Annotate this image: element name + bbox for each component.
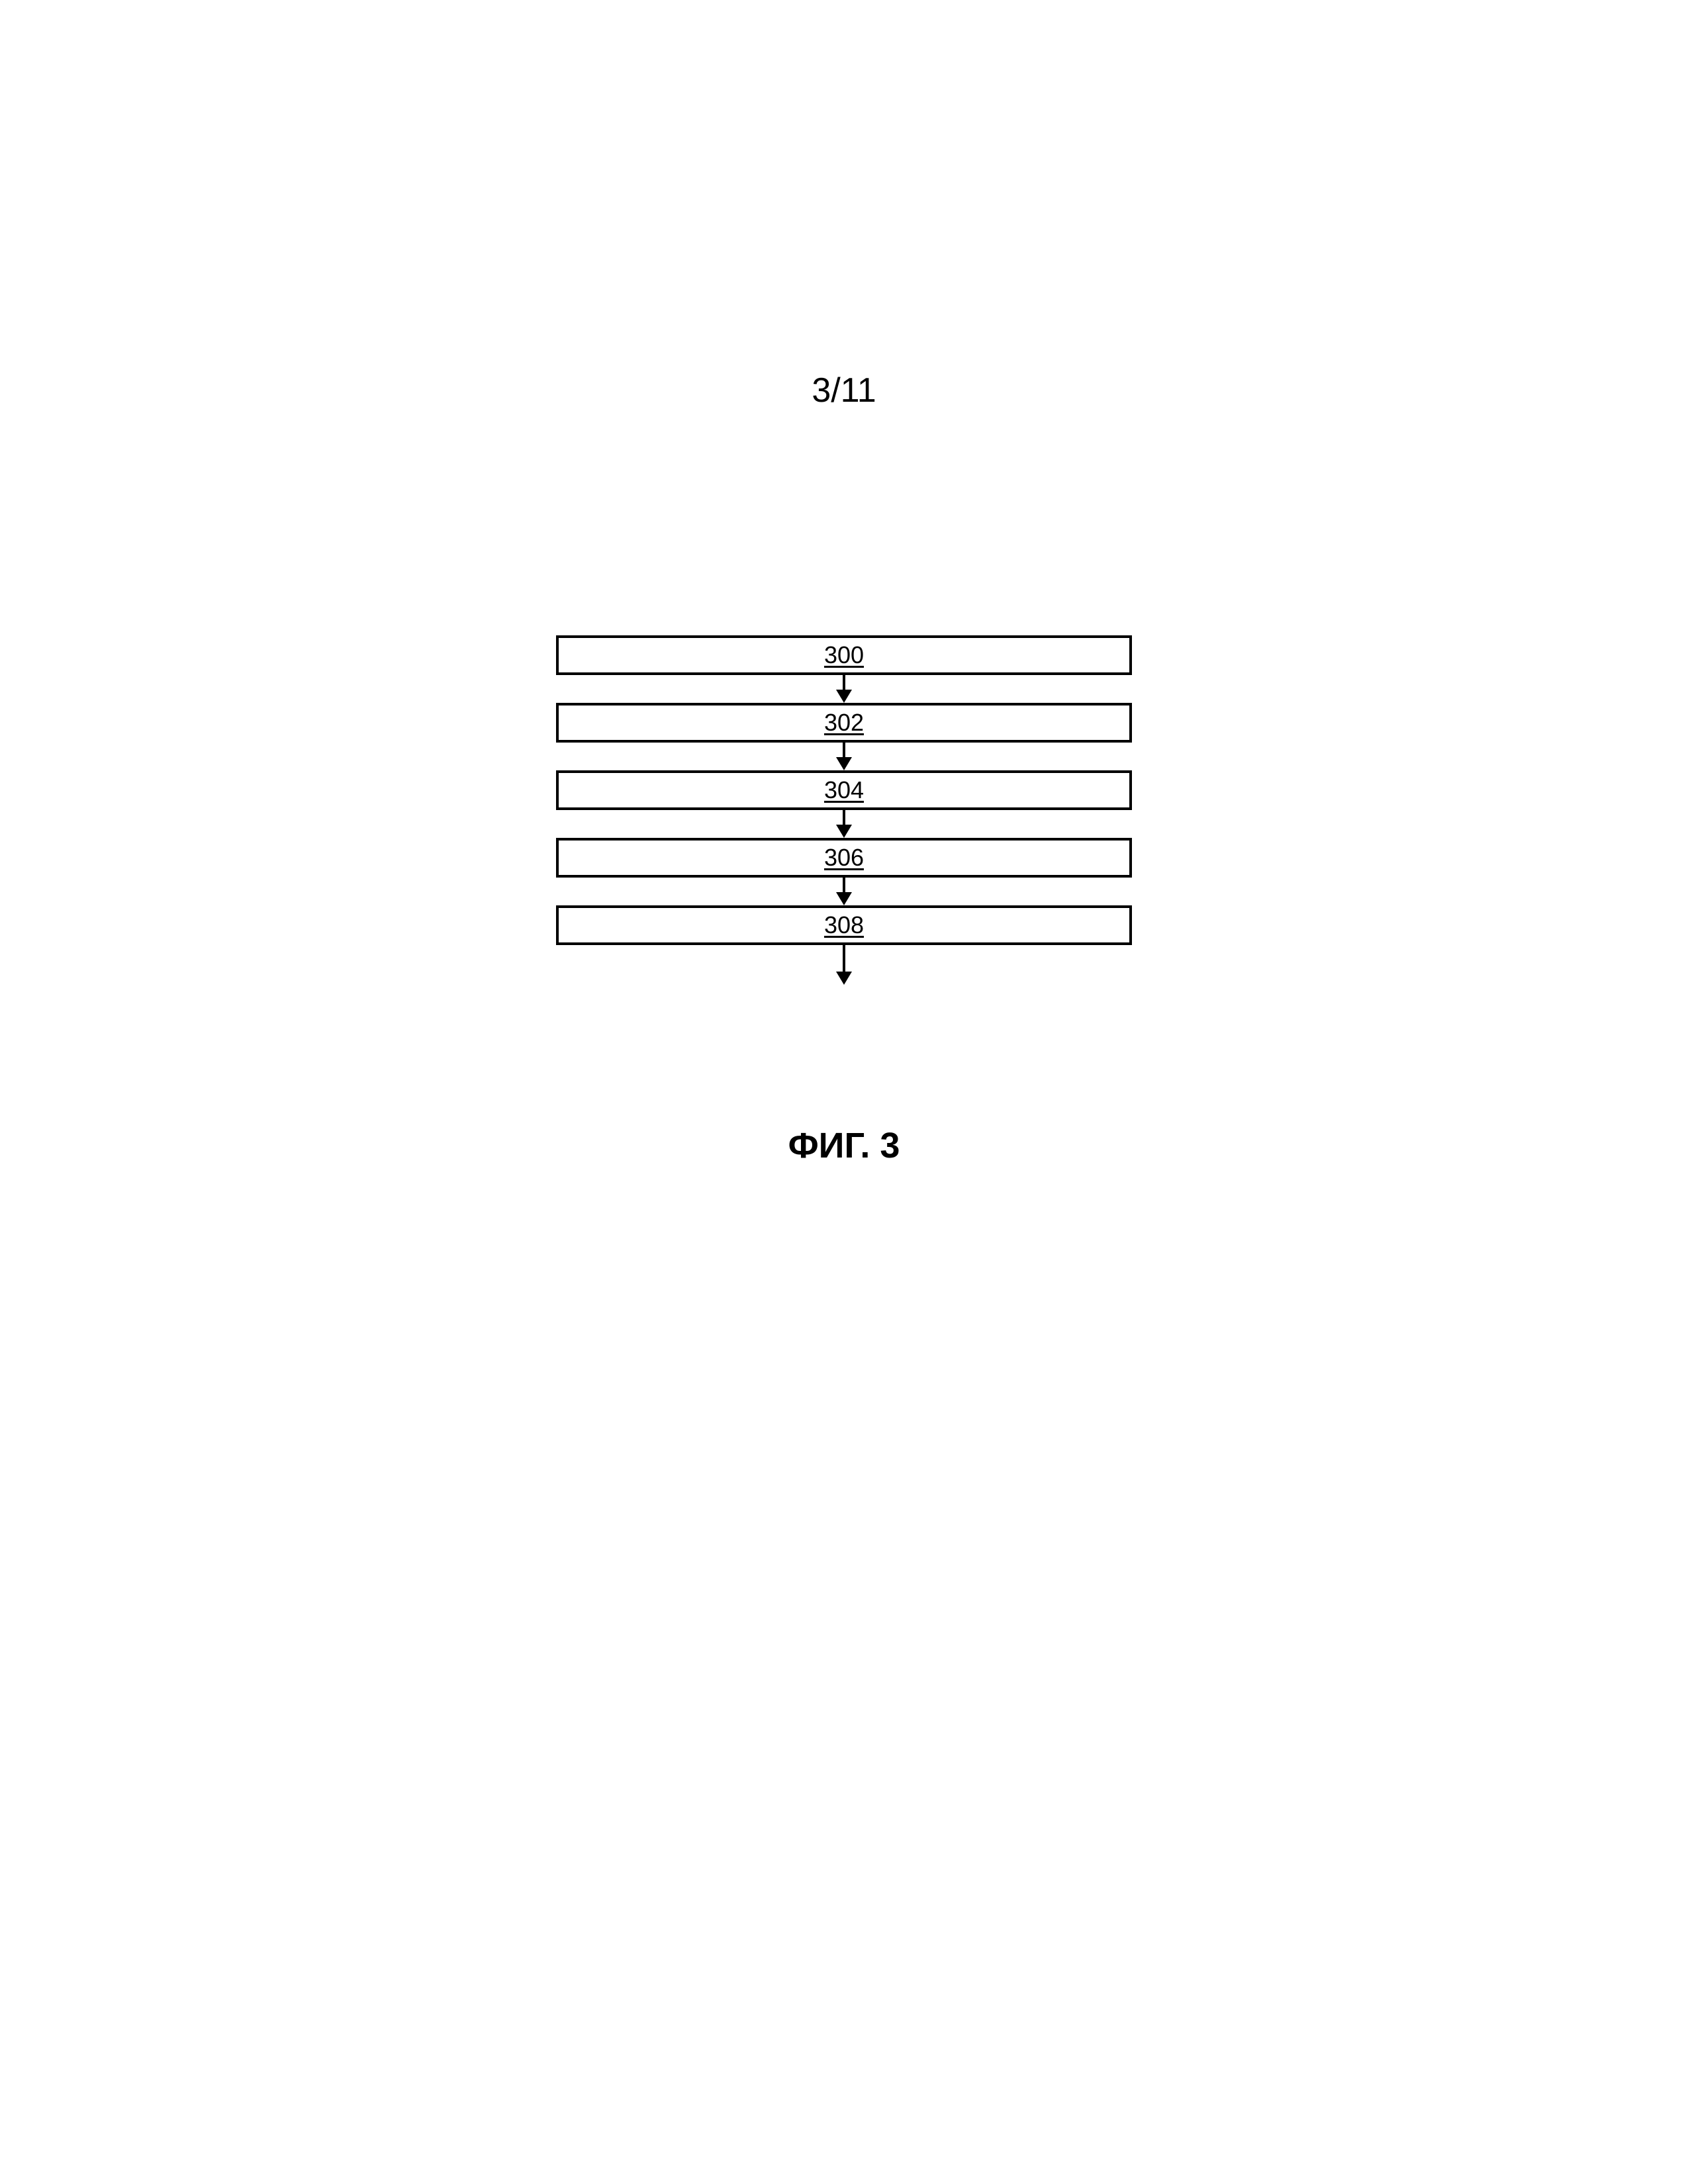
flow-box-label: 304	[824, 778, 864, 802]
flow-box-label: 306	[824, 846, 864, 870]
flow-box-304: 304	[556, 770, 1132, 810]
flow-arrow	[836, 743, 852, 770]
flow-box-300: 300	[556, 635, 1132, 675]
flow-arrow	[836, 945, 852, 985]
flowchart: 300 302 304 306 308	[556, 635, 1132, 985]
flow-box-label: 302	[824, 711, 864, 735]
flow-arrow	[836, 878, 852, 905]
flow-arrow	[836, 675, 852, 703]
flow-box-306: 306	[556, 838, 1132, 878]
page: 3/11 300 302 304 306 308 ФИГ. 3	[0, 0, 1688, 2184]
flow-box-302: 302	[556, 703, 1132, 743]
page-number: 3/11	[0, 371, 1688, 410]
figure-caption: ФИГ. 3	[0, 1125, 1688, 1166]
flow-box-308: 308	[556, 905, 1132, 945]
flow-box-label: 300	[824, 643, 864, 667]
flow-box-label: 308	[824, 913, 864, 937]
flow-arrow	[836, 810, 852, 838]
